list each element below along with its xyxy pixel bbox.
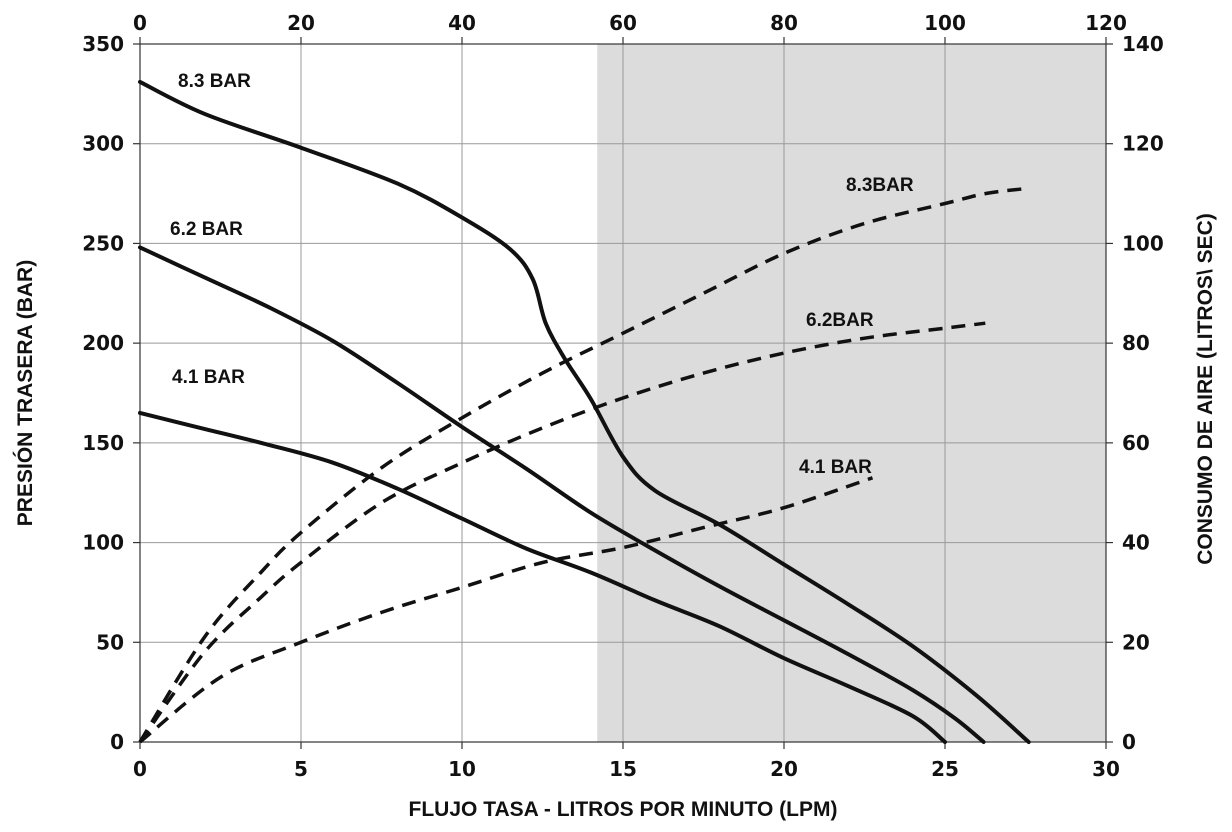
y-right-tick-label: 140 (1122, 32, 1164, 56)
tick-labels: 0 5 10 15 20 25 300 20 40 60 80 100 1200501001502002… (82, 11, 1164, 781)
shaded-region-rect (597, 44, 1106, 742)
y-right-tick-label: 60 (1122, 431, 1150, 455)
y-left-tick-label: 50 (96, 630, 124, 654)
pressure-curve-6-2-bar (138, 245, 986, 744)
x-bottom-tick-label: 20 (770, 757, 798, 781)
series-label-6-2-bar: 6.2 BAR (170, 219, 243, 240)
x-top-tick-label: 20 (287, 11, 315, 35)
series-label-4-1-bar: 4.1 BAR (172, 367, 245, 388)
y-left-tick-label: 250 (82, 231, 124, 255)
y-right-tick-label: 80 (1122, 331, 1150, 355)
grid-lines (133, 37, 1113, 749)
y-left-tick-label: 350 (82, 32, 124, 56)
plot-frame (139, 43, 1107, 743)
y-left-tick-label: 100 (82, 531, 124, 555)
x-top-tick-label: 80 (770, 11, 798, 35)
x-top-tick-label: 0 (133, 11, 147, 35)
y-axis-left-title: PRESIÓN TRASERA (BAR) (13, 260, 37, 526)
series-label-6-2bar: 6.2BAR (806, 310, 874, 331)
shaded-region (597, 44, 1106, 742)
pressure-curve-4-1-bar (138, 410, 947, 744)
x-bottom-tick-label: 25 (931, 757, 959, 781)
x-bottom-tick-label: 30 (1092, 757, 1120, 781)
y-left-tick-label: 200 (82, 331, 124, 355)
air-consumption-curve-4-1-bar (138, 476, 874, 744)
x-bottom-tick-label: 0 (133, 757, 147, 781)
x-top-tick-label: 40 (448, 11, 476, 35)
x-top-tick-label: 100 (924, 11, 966, 35)
x-axis-title: FLUJO TASA - LITROS POR MINUTO (LPM) (409, 798, 838, 821)
air-consumption-curve-8-3bar (138, 186, 1026, 743)
x-bottom-tick-label: 5 (294, 757, 308, 781)
x-bottom-tick-label: 15 (609, 757, 637, 781)
x-top-tick-label: 120 (1085, 11, 1127, 35)
series-label-8-3bar: 8.3BAR (846, 175, 914, 196)
x-top-tick-label: 60 (609, 11, 637, 35)
y-right-tick-label: 20 (1122, 630, 1150, 654)
y-right-tick-label: 100 (1122, 231, 1164, 255)
x-bottom-tick-label: 10 (448, 757, 476, 781)
air-consumption-curve-6-2bar (138, 321, 986, 744)
y-left-tick-label: 0 (110, 730, 124, 754)
series-label-8-3-bar: 8.3 BAR (178, 71, 251, 92)
y-right-tick-label: 40 (1122, 531, 1150, 555)
series-lines (138, 79, 1031, 744)
series-label-4-1-bar: 4.1 BAR (799, 457, 872, 478)
series-labels: 8.3 BAR 6.2 BAR 4.1 BAR 8.3BAR 6.2BAR 4.1 BAR (170, 71, 914, 478)
y-left-tick-label: 300 (82, 132, 124, 156)
y-left-tick-label: 150 (82, 431, 124, 455)
y-right-tick-label: 0 (1122, 730, 1136, 754)
y-right-tick-label: 120 (1122, 132, 1164, 156)
y-axis-right-title: CONSUMO DE AIRE (LITROS\ SEC) (1194, 213, 1217, 565)
pressure-curve-8-3-bar (138, 79, 1031, 744)
